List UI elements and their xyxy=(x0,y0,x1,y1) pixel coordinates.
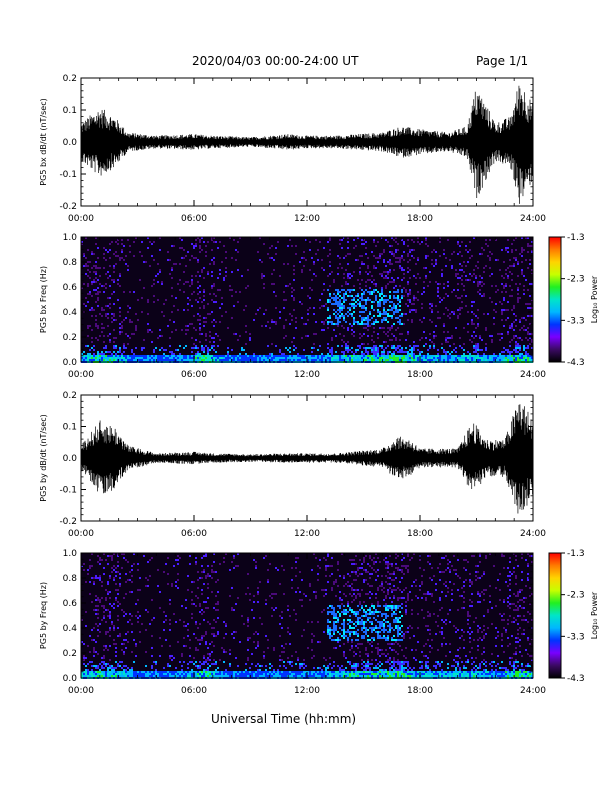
colorbar-tick-label: -2.3 xyxy=(567,591,585,601)
y-tick-label: 0.0 xyxy=(63,138,78,148)
x-tick-label: 18:00 xyxy=(407,214,433,224)
x-tick-label: 12:00 xyxy=(294,686,320,696)
spectrogram-background xyxy=(81,237,533,362)
y-tick-label: -0.1 xyxy=(59,486,77,496)
y-axis-label: PG5 bx Freq (Hz) xyxy=(39,266,48,333)
panel-4: -1.3 -2.3 -3.3 -4.3 Log₁₀ Power 1.0 0.8 0.6 0.4 0… xyxy=(39,549,599,696)
x-tick-label: 18:00 xyxy=(407,686,433,696)
plot-title: 2020/04/03 00:00-24:00 UT xyxy=(192,54,359,68)
colorbar-tick-label: -3.3 xyxy=(567,316,585,326)
colorbar-tick-label: -4.3 xyxy=(567,674,585,684)
x-tick-label: 06:00 xyxy=(181,686,207,696)
x-tick-label: 12:00 xyxy=(294,214,320,224)
x-tick-label: 24:00 xyxy=(520,214,546,224)
y-tick-label: 0.8 xyxy=(63,574,78,584)
panel-3: 0.2 0.1 0.0 -0.1 -0.2 00:00 06:00 12:00 18:00 24:… xyxy=(39,391,546,539)
x-tick-label: 18:00 xyxy=(407,370,433,380)
colorbar-tick-label: -2.3 xyxy=(567,275,585,285)
y-tick-label: 0.8 xyxy=(63,258,78,268)
x-tick-label: 06:00 xyxy=(181,529,207,539)
x-tick-label: 12:00 xyxy=(294,370,320,380)
x-tick-label: 24:00 xyxy=(520,370,546,380)
y-tick-label: 0.2 xyxy=(63,391,77,401)
y-tick-label: 0.2 xyxy=(63,333,77,343)
x-tick-label: 24:00 xyxy=(520,686,546,696)
y-tick-label: 0.1 xyxy=(63,423,77,433)
x-axis-label: Universal Time (hh:mm) xyxy=(211,712,357,726)
y-axis-label: PG5 bx dB/dt (nT/sec) xyxy=(39,98,48,185)
colorbar-tick-label: -1.3 xyxy=(567,549,585,559)
y-tick-label: 0.0 xyxy=(63,358,78,368)
y-axis-label: PG5 by Freq (Hz) xyxy=(39,582,48,649)
x-tick-label: 06:00 xyxy=(181,214,207,224)
y-tick-label: 0.6 xyxy=(63,599,78,609)
colorbar-tick-label: -3.3 xyxy=(567,632,585,642)
y-tick-label: -0.1 xyxy=(59,170,77,180)
spectrogram-background xyxy=(81,553,533,678)
page-indicator: Page 1/1 xyxy=(476,54,529,68)
y-tick-label: 0.0 xyxy=(63,454,78,464)
y-tick-label: 0.4 xyxy=(63,308,78,318)
colorbar-tick-label: -4.3 xyxy=(567,358,585,368)
y-tick-label: 0.6 xyxy=(63,283,78,293)
x-tick-label: 00:00 xyxy=(68,686,94,696)
x-tick-label: 12:00 xyxy=(294,529,320,539)
y-tick-label: 0.4 xyxy=(63,624,78,634)
colorbar: -1.3 -2.3 -3.3 -4.3 Log₁₀ Power xyxy=(548,233,599,368)
y-tick-label: 0.2 xyxy=(63,649,77,659)
colorbar-label: Log₁₀ Power xyxy=(590,591,599,639)
x-tick-label: 18:00 xyxy=(407,529,433,539)
y-tick-label: -0.2 xyxy=(59,517,77,527)
y-tick-label: 1.0 xyxy=(63,549,78,559)
y-tick-label: 0.2 xyxy=(63,74,77,84)
x-tick-label: 00:00 xyxy=(68,529,94,539)
colorbar-label: Log₁₀ Power xyxy=(590,275,599,323)
panels: 0.2 0.1 0.0 -0.1 -0.2 00:00 06:00 12:00 18:00 24:… xyxy=(39,74,599,696)
y-tick-label: 0.0 xyxy=(63,674,78,684)
colorbar: -1.3 -2.3 -3.3 -4.3 Log₁₀ Power xyxy=(548,549,599,684)
panel-1: 0.2 0.1 0.0 -0.1 -0.2 00:00 06:00 12:00 18:00 24:… xyxy=(39,74,546,224)
y-tick-label: 1.0 xyxy=(63,233,78,243)
y-axis-label: PG5 by dB/dt (nT/sec) xyxy=(39,414,48,501)
panel-2: -1.3 -2.3 -3.3 -4.3 Log₁₀ Power 1.0 0.8 0.6 0.4 0… xyxy=(39,233,599,380)
x-tick-label: 06:00 xyxy=(181,370,207,380)
y-tick-label: -0.2 xyxy=(59,202,77,212)
x-tick-label: 00:00 xyxy=(68,214,94,224)
y-tick-label: 0.1 xyxy=(63,106,77,116)
x-tick-label: 00:00 xyxy=(68,370,94,380)
x-tick-label: 24:00 xyxy=(520,529,546,539)
colorbar-tick-label: -1.3 xyxy=(567,233,585,243)
